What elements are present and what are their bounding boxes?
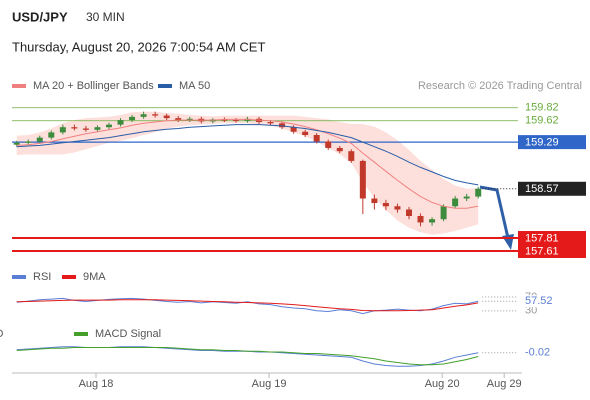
candle-body bbox=[325, 141, 332, 148]
candle-body bbox=[59, 127, 66, 133]
legend-label: RSI bbox=[33, 271, 51, 283]
candle-body bbox=[25, 141, 32, 143]
level-label-box bbox=[518, 243, 586, 258]
level-label: 158.57 bbox=[525, 183, 559, 195]
indicator-line bbox=[16, 299, 479, 312]
candle-body bbox=[152, 114, 159, 116]
level-label-box bbox=[518, 135, 586, 150]
forecast-arrow bbox=[479, 185, 510, 239]
x-tick-label: Aug 18 bbox=[79, 378, 114, 390]
legend-label: MA 50 bbox=[179, 80, 210, 92]
candle-body bbox=[417, 215, 424, 223]
candle-body bbox=[129, 116, 136, 121]
legend-swatch bbox=[12, 84, 26, 88]
candle-body bbox=[359, 160, 366, 199]
candle-body bbox=[348, 151, 355, 161]
interval: 30 MIN bbox=[86, 10, 125, 24]
x-tick-label: Aug 20 bbox=[425, 378, 460, 390]
level-label: 159.29 bbox=[525, 137, 559, 149]
legend-swatch bbox=[158, 84, 172, 88]
last-value-label: -0.02 bbox=[525, 347, 550, 359]
last-value-bg bbox=[522, 295, 556, 308]
symbol: USD/JPY bbox=[12, 9, 68, 24]
legend-swatch bbox=[12, 275, 26, 279]
candle-body bbox=[382, 203, 389, 207]
legend-swatch bbox=[62, 275, 76, 279]
last-value-label: 57.52 bbox=[525, 295, 553, 307]
x-tick-label: Aug 19 bbox=[252, 378, 287, 390]
x-tick-label: Aug 29 bbox=[487, 378, 522, 390]
indicator-line bbox=[16, 347, 479, 366]
candle-body bbox=[336, 147, 343, 152]
candle-body bbox=[13, 142, 20, 145]
last-value-bg bbox=[522, 346, 556, 359]
legend-label: MACD Signal bbox=[95, 328, 161, 340]
candle-body bbox=[140, 114, 147, 117]
candle-body bbox=[232, 120, 239, 122]
candle-body bbox=[405, 209, 412, 216]
candle-body bbox=[221, 119, 228, 121]
candle-body bbox=[163, 115, 170, 119]
candle-body bbox=[394, 206, 401, 210]
level-label: 157.81 bbox=[525, 232, 559, 244]
candle-body bbox=[279, 123, 286, 128]
level-label: 159.62 bbox=[525, 115, 559, 127]
candle-body bbox=[429, 219, 436, 223]
level-label-box bbox=[518, 231, 586, 246]
candle-body bbox=[82, 128, 89, 130]
candle-body bbox=[463, 196, 470, 199]
candle-body bbox=[186, 118, 193, 121]
level-label: 157.61 bbox=[525, 245, 559, 257]
candle-body bbox=[117, 120, 124, 125]
candle-body bbox=[440, 206, 447, 220]
legend-label: MA 20 + Bollinger Bands bbox=[33, 80, 154, 92]
candle-body bbox=[267, 122, 274, 124]
candle-body bbox=[175, 118, 182, 121]
candle-body bbox=[105, 124, 112, 128]
candle-body bbox=[475, 188, 482, 197]
candle-body bbox=[302, 131, 309, 135]
candle-body bbox=[313, 134, 320, 142]
candle-body bbox=[36, 137, 43, 142]
candle-body bbox=[94, 127, 101, 130]
source: Research © 2026 Trading Central bbox=[418, 80, 582, 92]
legend-label: MACD bbox=[0, 328, 3, 340]
level-label: 159.82 bbox=[525, 102, 559, 114]
y-tick-label: 30 bbox=[525, 305, 537, 317]
moving-average bbox=[16, 124, 479, 186]
legend-swatch bbox=[74, 332, 88, 336]
candle-body bbox=[452, 198, 459, 207]
level-label-box bbox=[518, 181, 586, 196]
candle-body bbox=[48, 132, 55, 138]
legend-label: 9MA bbox=[83, 271, 106, 283]
moving-average bbox=[16, 118, 479, 209]
candle-body bbox=[71, 127, 78, 129]
timestamp: Thursday, August 20, 2026 7:00:54 AM CET bbox=[12, 39, 265, 54]
candle-body bbox=[290, 127, 297, 132]
candle-body bbox=[371, 198, 378, 204]
indicator-line bbox=[16, 297, 479, 315]
